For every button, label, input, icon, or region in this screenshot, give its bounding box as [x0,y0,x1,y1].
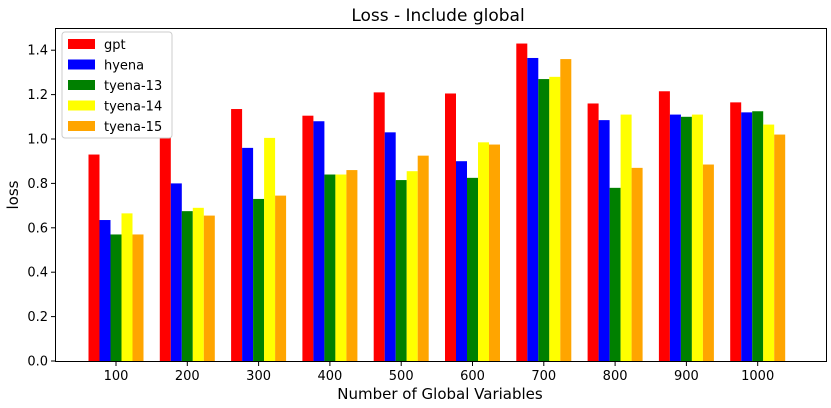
y-axis-label: loss [4,180,22,209]
bar-hyena-1000 [741,112,753,361]
legend-swatch-tyena-13 [68,80,95,90]
bar-tyena-14-800 [620,114,632,361]
bar-tyena-13-300 [253,198,265,361]
x-tick-label: 700 [531,369,556,384]
y-tick-label: 0.6 [27,221,48,236]
bar-tyena-15-700 [560,59,572,361]
plot-frame [55,28,827,362]
bar-gpt-1000 [730,102,742,362]
x-tick-label: 900 [674,369,699,384]
bar-tyena-14-100 [121,213,133,361]
x-tick-label: 800 [603,369,628,384]
x-tick-label: 400 [317,369,342,384]
y-tick-label: 1.4 [27,44,48,59]
legend: gpt hyena tyena-13 tyena-14 tyena-15 [61,31,173,139]
bar-gpt-700 [516,43,528,361]
legend-label-tyena-14: tyena-14 [104,100,162,115]
x-tick-label: 100 [104,369,129,384]
y-tick-label: 0.8 [27,177,48,192]
bar-hyena-100 [99,220,111,361]
bar-gpt-300 [231,109,243,361]
bar-tyena-14-200 [192,207,204,361]
bar-hyena-700 [527,57,539,361]
bar-tyena-13-100 [110,234,122,361]
bar-tyena-13-900 [680,116,692,361]
y-tick-label: 0.0 [27,355,48,370]
bar-gpt-600 [445,93,456,362]
bar-tyena-15-100 [132,234,144,361]
bar-tyena-15-800 [631,167,643,361]
x-tick-label: 300 [246,369,271,384]
bars-group [88,43,786,362]
bar-hyena-900 [669,114,681,361]
bar-tyena-13-500 [395,180,407,361]
bar-hyena-500 [384,132,396,361]
legend-swatch-tyena-14 [68,100,95,111]
bar-tyena-14-600 [478,142,489,361]
bar-tyena-15-400 [346,170,358,361]
bar-hyena-400 [313,121,325,362]
legend-label-tyena-15: tyena-15 [104,120,162,135]
x-axis-label: Number of Global Variables [337,385,543,403]
bar-gpt-400 [302,115,314,361]
bar-tyena-15-1000 [774,134,786,361]
legend-swatch-gpt [68,39,95,49]
bar-tyena-14-700 [549,76,561,361]
x-tick-label: 200 [175,369,200,384]
x-axis: 100 200 300 400 500 600 700 800 900 1000 [104,361,774,384]
bar-tyena-13-600 [467,177,478,361]
legend-label-hyena: hyena [104,59,144,74]
bar-tyena-15-600 [489,144,500,361]
y-axis: 0.0 0.2 0.4 0.6 0.8 1.0 1.2 1.4 [27,44,56,370]
y-tick-label: 0.2 [27,310,48,325]
y-tick-label: 0.4 [27,266,48,281]
bar-tyena-13-800 [609,187,621,361]
bar-hyena-800 [598,120,610,361]
bar-tyena-14-500 [406,171,418,361]
y-tick-label: 1.2 [27,88,48,103]
legend-label-tyena-13: tyena-13 [104,79,162,94]
chart-title: Loss - Include global [351,6,524,26]
bar-gpt-500 [373,92,385,361]
bar-gpt-900 [658,91,670,362]
bar-tyena-13-200 [181,211,193,361]
bar-gpt-800 [587,103,599,361]
bar-tyena-13-1000 [752,111,764,361]
bar-gpt-200 [159,130,171,361]
x-tick-label: 1000 [741,369,774,384]
bar-hyena-300 [242,147,254,361]
legend-swatch-hyena [68,59,95,70]
bar-tyena-15-200 [203,215,215,361]
bar-tyena-15-300 [275,195,287,361]
bar-tyena-13-700 [538,79,550,361]
legend-box [61,31,173,139]
bar-tyena-14-1000 [763,124,775,361]
bar-gpt-100 [88,154,100,361]
y-tick-label: 1.0 [27,133,48,148]
x-tick-label: 600 [460,369,485,384]
legend-swatch-tyena-15 [68,121,95,131]
bar-tyena-14-300 [264,137,276,361]
bar-hyena-200 [170,183,182,361]
bar-tyena-13-400 [324,174,336,361]
bar-tyena-14-400 [335,174,347,361]
bar-hyena-600 [456,161,467,361]
x-tick-label: 500 [389,369,414,384]
legend-label-gpt: gpt [104,38,126,53]
bar-tyena-14-900 [691,114,703,361]
bar-tyena-15-500 [417,155,429,361]
bar-tyena-15-900 [702,164,714,361]
